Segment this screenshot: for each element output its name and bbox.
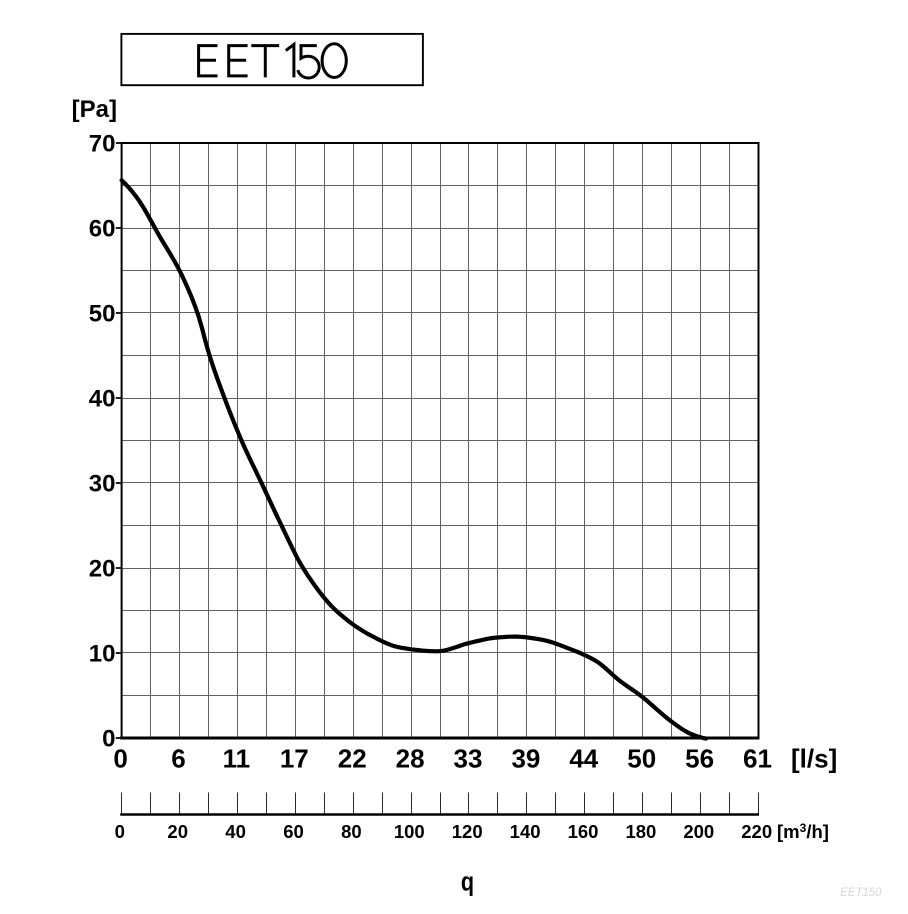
svg-text:0: 0	[113, 744, 127, 774]
svg-text:50: 50	[89, 301, 116, 328]
svg-text:39: 39	[511, 744, 540, 774]
svg-text:28: 28	[396, 744, 425, 774]
svg-text:30: 30	[89, 471, 116, 498]
svg-text:40: 40	[89, 386, 116, 413]
svg-text:11: 11	[223, 744, 251, 774]
svg-text:70: 70	[89, 131, 116, 158]
svg-text:80: 80	[341, 821, 362, 842]
svg-text:40: 40	[225, 821, 246, 842]
svg-text:17: 17	[280, 744, 309, 774]
svg-text:10: 10	[89, 641, 116, 668]
svg-text:44: 44	[569, 744, 598, 774]
svg-text:q: q	[461, 867, 474, 897]
svg-text:[Pa]: [Pa]	[72, 96, 117, 123]
svg-text:200: 200	[683, 821, 714, 842]
svg-text:[l/s]: [l/s]	[791, 744, 837, 774]
svg-text:160: 160	[568, 821, 599, 842]
svg-text:0: 0	[115, 821, 125, 842]
svg-text:EET150: EET150	[840, 887, 882, 899]
svg-text:[m3/h]: [m3/h]	[777, 821, 829, 842]
svg-text:50: 50	[627, 744, 656, 774]
svg-text:100: 100	[394, 821, 425, 842]
svg-text:220: 220	[741, 821, 772, 842]
svg-text:6: 6	[171, 744, 185, 774]
svg-text:20: 20	[89, 556, 116, 583]
svg-text:22: 22	[338, 744, 367, 774]
svg-text:33: 33	[454, 744, 483, 774]
svg-text:61: 61	[743, 744, 772, 774]
svg-text:60: 60	[89, 216, 116, 243]
svg-text:180: 180	[625, 821, 656, 842]
svg-text:60: 60	[283, 821, 304, 842]
svg-text:120: 120	[452, 821, 483, 842]
svg-text:140: 140	[510, 821, 541, 842]
svg-text:20: 20	[167, 821, 188, 842]
svg-text:56: 56	[685, 744, 714, 774]
svg-text:0: 0	[102, 726, 115, 753]
